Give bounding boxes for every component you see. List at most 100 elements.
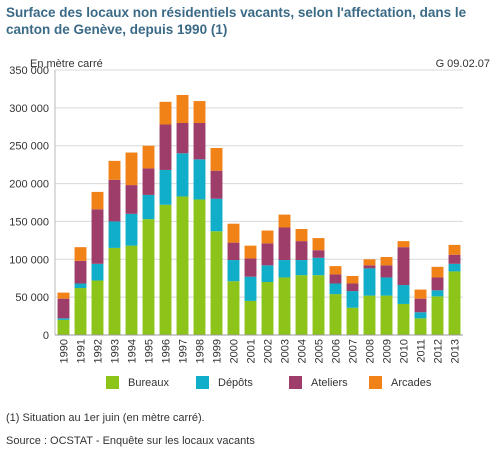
bar-segment-arcades — [397, 241, 410, 248]
x-tick-label: 1998 — [195, 339, 207, 363]
bar-segment-arcades — [142, 145, 155, 169]
legend-item-dépôts: Dépôts — [196, 376, 253, 389]
legend-label: Ateliers — [311, 376, 348, 389]
legend-item-ateliers: Ateliers — [289, 376, 348, 389]
bar-segment-ateliers — [261, 243, 274, 266]
x-tick-label: 1999 — [212, 339, 224, 363]
bar-segment-dépôts — [57, 318, 70, 320]
bar-segment-bureaux — [414, 318, 427, 335]
bar-segment-ateliers — [142, 168, 155, 195]
bar-segment-arcades — [227, 223, 240, 243]
x-tick-label: 1991 — [76, 339, 88, 363]
bar-segment-bureaux — [91, 280, 104, 335]
y-tick-label: 200 000 — [9, 179, 49, 191]
y-tick-label: 100 000 — [9, 254, 49, 266]
x-tick-label: 1995 — [144, 339, 156, 363]
bar-segment-ateliers — [397, 247, 410, 286]
bar-segment-ateliers — [210, 170, 223, 199]
legend-item-arcades: Arcades — [369, 376, 431, 389]
bar-segment-dépôts — [363, 268, 376, 296]
bar-segment-bureaux — [108, 247, 121, 335]
x-tick-label: 2012 — [433, 339, 445, 363]
bar-segment-arcades — [74, 247, 87, 261]
legend-swatch — [196, 376, 209, 389]
bar-segment-ateliers — [91, 209, 104, 264]
bars-layer — [57, 94, 461, 335]
x-tick-label: 2011 — [416, 339, 428, 363]
bar-segment-arcades — [193, 101, 206, 123]
x-tick-label: 2008 — [365, 339, 377, 363]
axis-layer: 0 50 000 100 000 150 000 200 000 250 000 300 0… — [9, 66, 463, 363]
bar-segment-dépôts — [295, 260, 308, 276]
bar-segment-arcades — [244, 245, 257, 259]
bar-segment-arcades — [346, 275, 359, 284]
legend-label: Bureaux — [128, 376, 169, 389]
bar-segment-ateliers — [346, 283, 359, 292]
bar-segment-dépôts — [125, 213, 138, 246]
x-tick-label: 2006 — [331, 339, 343, 363]
bar-segment-ateliers — [227, 242, 240, 261]
bar-segment-ateliers — [448, 254, 461, 264]
bar-segment-dépôts — [346, 291, 359, 308]
bar-segment-dépôts — [380, 277, 393, 296]
source-note: Source : OCSTAT - Enquête sur les locaux… — [6, 435, 255, 447]
bar-segment-arcades — [125, 152, 138, 186]
bar-segment-dépôts — [448, 263, 461, 272]
bar-segment-arcades — [210, 147, 223, 171]
x-tick-label: 1994 — [127, 339, 139, 363]
y-tick-label: 250 000 — [9, 141, 49, 153]
chart-title: Surface des locaux non résidentiels vaca… — [6, 5, 467, 37]
bar-segment-arcades — [278, 214, 291, 228]
bar-segment-ateliers — [431, 277, 444, 291]
bar-segment-dépôts — [397, 285, 410, 304]
bar-segment-dépôts — [142, 194, 155, 220]
bar-segment-arcades — [363, 259, 376, 266]
bar-segment-ateliers — [278, 227, 291, 261]
bar-segment-bureaux — [278, 277, 291, 335]
x-tick-label: 2009 — [382, 339, 394, 363]
bar-segment-dépôts — [261, 265, 274, 282]
bar-segment-dépôts — [278, 260, 291, 278]
bar-segment-dépôts — [108, 221, 121, 248]
legend-swatch — [369, 376, 382, 389]
bar-segment-arcades — [57, 292, 70, 299]
bar-segment-ateliers — [363, 265, 376, 269]
y-tick-label: 350 000 — [9, 66, 49, 77]
legend-label: Arcades — [391, 376, 432, 389]
legend-swatch — [106, 376, 119, 389]
bar-segment-dépôts — [414, 312, 427, 319]
x-tick-label: 1996 — [161, 339, 173, 363]
chart-legend: Bureaux Dépôts Ateliers Arcades — [0, 376, 500, 396]
bar-segment-ateliers — [295, 241, 308, 261]
bar-segment-bureaux — [57, 319, 70, 335]
bar-segment-bureaux — [448, 271, 461, 335]
legend-label: Dépôts — [218, 376, 253, 389]
bar-segment-ateliers — [108, 179, 121, 222]
bar-segment-ateliers — [57, 298, 70, 319]
bar-segment-bureaux — [363, 295, 376, 335]
bar-segment-dépôts — [431, 290, 444, 297]
bar-segment-arcades — [91, 191, 104, 210]
chart-code: G 09.02.07 — [435, 58, 490, 70]
x-tick-label: 2001 — [246, 339, 258, 363]
y-axis-unit-label: En mètre carré — [30, 58, 103, 70]
bar-segment-ateliers — [312, 250, 325, 258]
bar-segment-bureaux — [261, 282, 274, 335]
bar-segment-ateliers — [329, 274, 342, 284]
x-tick-label: 2013 — [450, 339, 462, 363]
bar-segment-ateliers — [74, 260, 87, 284]
bar-segment-arcades — [312, 238, 325, 251]
bar-segment-bureaux — [329, 294, 342, 335]
bar-segment-bureaux — [159, 204, 172, 335]
x-tick-label: 2000 — [229, 339, 241, 363]
bar-segment-dépôts — [91, 263, 104, 281]
bar-segment-dépôts — [74, 283, 87, 289]
y-tick-label: 300 000 — [9, 103, 49, 115]
x-tick-label: 1993 — [110, 339, 122, 363]
bar-segment-ateliers — [176, 123, 189, 154]
bar-segment-arcades — [329, 266, 342, 275]
bar-segment-bureaux — [176, 196, 189, 335]
x-tick-label: 1992 — [93, 339, 105, 363]
bar-segment-bureaux — [295, 275, 308, 335]
bar-segment-bureaux — [312, 275, 325, 335]
